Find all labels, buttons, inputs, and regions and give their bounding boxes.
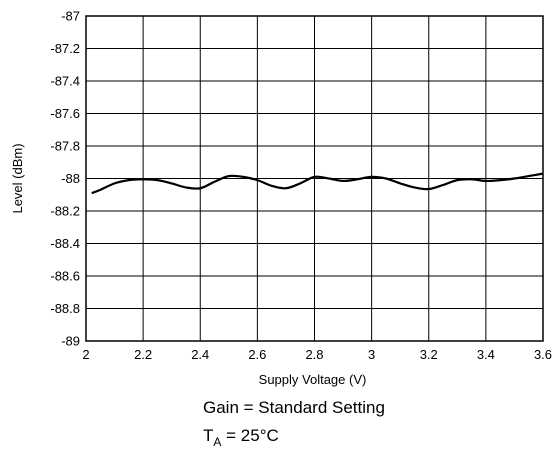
y-tick-label: -87.2 [50,41,80,56]
tick-labels: 2 2.2 2.4 2.6 2.8 3 3.2 3.4 3.6 -87 -87.2 -87.4 -87.… [50,9,552,363]
x-tick-label: 2.8 [305,347,323,362]
x-tick-label: 3.4 [477,347,495,362]
y-tick-label: -88 [61,171,80,186]
series-line [91,172,544,195]
x-axis-title: Supply Voltage (V) [259,372,367,387]
y-tick-label: -87.4 [50,74,80,89]
y-tick-label: -88.6 [50,269,80,284]
grid-lines [86,16,543,341]
y-tick-label: -88.4 [50,236,80,251]
temperature-subscript: A [213,435,221,449]
gain-annotation: Gain = Standard Setting [203,398,385,417]
series-lines [91,172,544,195]
y-tick-label: -87.6 [50,106,80,121]
plot-frame [85,15,544,342]
x-tick-label: 3.6 [534,347,552,362]
temperature-value: = 25°C [221,426,278,445]
x-tick-label: 2 [82,347,89,362]
y-tick-label: -88.2 [50,204,80,219]
temperature-symbol: T [203,426,213,445]
x-tick-label: 3.2 [420,347,438,362]
y-tick-label: -87.8 [50,139,80,154]
x-tick-label: 3 [368,347,375,362]
y-tick-label: -89 [61,334,80,349]
y-axis-title: Level (dBm) [10,143,25,213]
x-tick-label: 2.4 [191,347,209,362]
x-tick-label: 2.6 [248,347,266,362]
y-tick-label: -88.8 [50,301,80,316]
y-tick-label: -87 [61,9,80,24]
temperature-annotation: TA = 25°C [203,426,279,449]
x-tick-label: 2.2 [134,347,152,362]
